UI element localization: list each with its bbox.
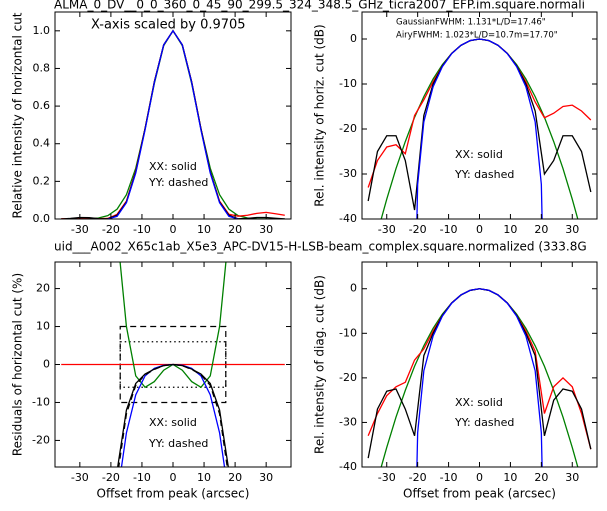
series-line xyxy=(416,288,543,467)
annotation: XX: solid xyxy=(455,148,503,161)
annotation: AiryFWHM: 1.023*L/D=10.7m=17.70" xyxy=(396,31,558,41)
y-tick-label: 0 xyxy=(43,358,50,371)
x-tick-label: -30 xyxy=(71,471,89,484)
x-tick-label: 0 xyxy=(170,471,177,484)
x-axis-label: Offset from peak (arcsec) xyxy=(403,487,556,501)
y-axis-label: Rel. intensity of diag. cut (dB) xyxy=(313,275,327,454)
x-tick-label: -10 xyxy=(133,223,151,236)
x-tick-label: -30 xyxy=(378,471,396,484)
x-tick-label: -20 xyxy=(409,223,427,236)
series-line xyxy=(61,29,285,219)
annotation: YY: dashed xyxy=(148,437,208,450)
x-tick-label: 10 xyxy=(503,223,517,236)
x-tick-label: 0 xyxy=(476,471,483,484)
x-tick-label: 30 xyxy=(565,471,579,484)
x-tick-label: -30 xyxy=(378,223,396,236)
y-tick-label: 0.0 xyxy=(33,212,51,225)
plot-area xyxy=(61,262,285,467)
panel: -30 -20 -10 0 10 20 30 -40 -30 -20 -10 0 Rel. intens… xyxy=(313,11,598,236)
annotation: GaussianFWHM: 1.131*L/D=17.46" xyxy=(396,18,546,28)
y-tick-label: 10 xyxy=(36,320,50,333)
panel: -30 -20 -10 0 10 20 30 0.0 0.2 0.4 0.6 0.8 1.0 Relati… xyxy=(11,0,585,236)
y-tick-label: -10 xyxy=(339,326,357,339)
annotation: X-axis scaled by 0.9705 xyxy=(91,18,246,33)
x-tick-label: -20 xyxy=(102,471,120,484)
y-tick-label: -40 xyxy=(339,212,357,225)
x-axis-label: Offset from peak (arcsec) xyxy=(97,487,250,501)
x-tick-label: -20 xyxy=(102,223,120,236)
annotation: YY: dashed xyxy=(454,168,514,181)
panel: -30 -20 -10 0 10 20 30 -20 -10 0 10 20 Residuals of … xyxy=(11,240,587,501)
y-tick-label: 0.8 xyxy=(33,61,51,74)
series-line xyxy=(107,29,239,219)
series-line xyxy=(61,29,285,219)
x-tick-label: -10 xyxy=(440,223,458,236)
annotation: XX: solid xyxy=(149,160,197,173)
x-tick-label: -10 xyxy=(440,471,458,484)
y-tick-label: 0.4 xyxy=(33,137,51,150)
series-line xyxy=(416,38,543,219)
y-tick-label: -20 xyxy=(32,433,50,446)
chart-title: uid___A002_X65c1ab_X5e3_APC-DV15-H-LSB-b… xyxy=(54,240,587,254)
series-line xyxy=(61,29,285,219)
y-axis-label: Relative intensity of horizontal cut xyxy=(11,12,25,218)
y-tick-label: 0.6 xyxy=(33,99,51,112)
x-tick-label: 10 xyxy=(197,471,211,484)
series-line xyxy=(117,363,229,467)
y-tick-label: 20 xyxy=(36,282,50,295)
chart-title: ALMA_0_DV__0_0_360_0_45_90_299.5_324_348… xyxy=(54,0,585,12)
annotation: YY: dashed xyxy=(148,176,208,189)
plot-frame xyxy=(361,11,598,220)
x-tick-label: 10 xyxy=(503,471,517,484)
x-tick-label: 20 xyxy=(534,223,548,236)
series-line xyxy=(367,38,592,211)
x-tick-label: -20 xyxy=(409,471,427,484)
plot-area xyxy=(367,288,592,467)
x-tick-label: 20 xyxy=(228,471,242,484)
plot-area xyxy=(367,38,592,219)
x-tick-label: -10 xyxy=(133,471,151,484)
y-tick-label: 0 xyxy=(350,32,357,45)
x-tick-label: 30 xyxy=(259,223,273,236)
annotation: XX: solid xyxy=(149,416,197,429)
y-tick-label: -20 xyxy=(339,371,357,384)
y-tick-label: -30 xyxy=(339,415,357,428)
y-tick-label: 1.0 xyxy=(33,24,51,37)
series-line xyxy=(367,38,592,188)
y-tick-label: -40 xyxy=(339,460,357,473)
annotation: XX: solid xyxy=(455,396,503,409)
annotation: YY: dashed xyxy=(454,416,514,429)
series-line xyxy=(367,288,592,459)
y-axis-label: Rel. intensity of horiz. cut (dB) xyxy=(313,24,327,206)
y-tick-label: 0 xyxy=(350,282,357,295)
panel: -30 -20 -10 0 10 20 30 -40 -30 -20 -10 0 Rel. intens… xyxy=(313,261,598,501)
x-tick-label: 20 xyxy=(534,471,548,484)
y-tick-label: -10 xyxy=(32,395,50,408)
x-tick-label: -30 xyxy=(71,223,89,236)
x-tick-label: 30 xyxy=(259,471,273,484)
y-tick-label: -10 xyxy=(339,77,357,90)
x-tick-label: 30 xyxy=(565,223,579,236)
plot-frame xyxy=(361,261,598,468)
plot-area xyxy=(61,29,285,219)
y-axis-label: Residuals of horizontal cut (%) xyxy=(11,273,25,456)
y-tick-label: -20 xyxy=(339,122,357,135)
x-tick-label: 0 xyxy=(170,223,177,236)
y-tick-label: 0.2 xyxy=(33,174,51,187)
x-tick-label: 10 xyxy=(197,223,211,236)
x-tick-label: 20 xyxy=(228,223,242,236)
y-tick-label: -30 xyxy=(339,167,357,180)
x-tick-label: 0 xyxy=(476,223,483,236)
